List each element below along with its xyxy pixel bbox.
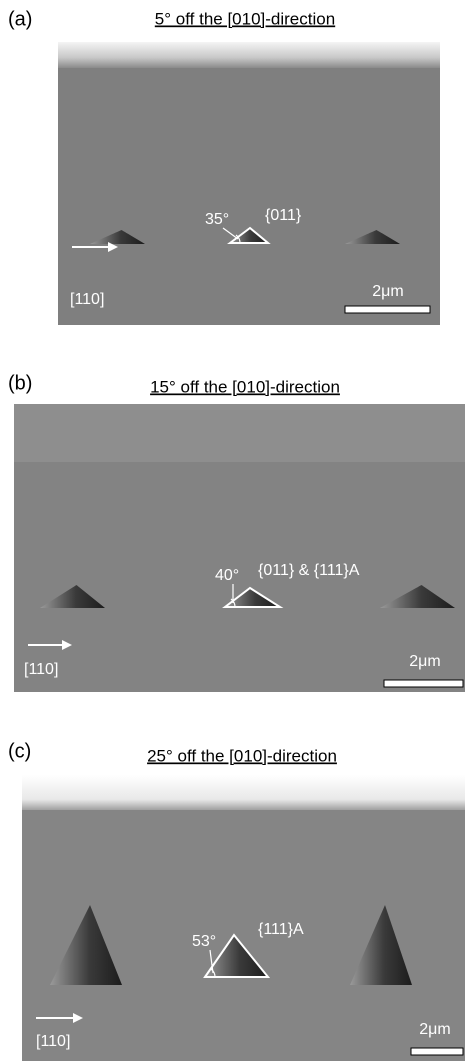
scale-label: 2μm: [419, 1021, 450, 1038]
panel-label: (b): [8, 372, 32, 394]
sem-top-layer: [22, 775, 465, 810]
angle-label: 40°: [215, 567, 239, 584]
sem-top-layer: [14, 404, 465, 462]
panel-label: (c): [8, 740, 31, 762]
facet-label: {011}: [265, 207, 302, 224]
angle-label: 35°: [205, 211, 229, 228]
scale-bar: [384, 680, 463, 687]
panel-title: 15° off the [010]-direction: [150, 377, 340, 396]
angle-label: 53°: [192, 933, 216, 950]
facet-label: {111}A: [258, 921, 304, 938]
scale-bar: [345, 306, 430, 313]
figure: (a) 5° off the [010]-direction 35° {011} [11…: [0, 0, 465, 1061]
direction-label: [110]: [36, 1033, 70, 1050]
scale-label: 2μm: [409, 653, 440, 670]
sem-top-layer: [58, 42, 440, 68]
panel-label: (a): [8, 8, 32, 30]
facet-label: {011} & {111}A: [258, 562, 360, 579]
panel-title: 25° off the [010]-direction: [147, 746, 337, 765]
scale-label: 2μm: [372, 283, 403, 300]
panel-title: 5° off the [010]-direction: [155, 9, 335, 28]
scale-bar: [411, 1048, 463, 1055]
direction-label: [110]: [24, 661, 58, 678]
direction-label: [110]: [70, 291, 104, 308]
